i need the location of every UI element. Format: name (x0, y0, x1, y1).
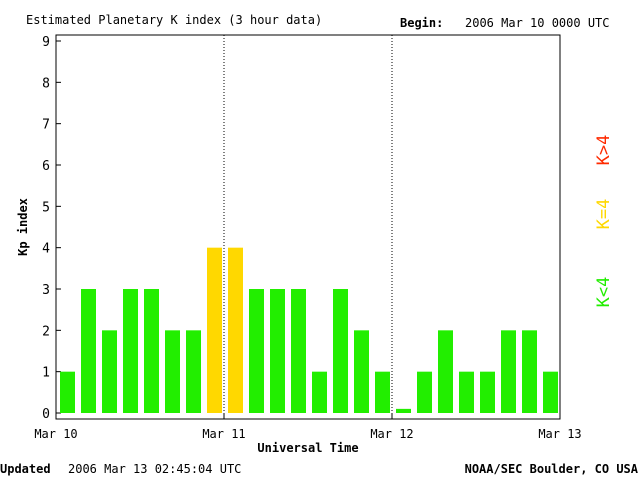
kp-bar (291, 289, 306, 413)
kp-bar (249, 289, 264, 413)
day-separators (223, 35, 393, 419)
kp-bar (354, 330, 369, 413)
y-axis-ticks: 0 1 2 3 4 5 6 7 8 9 (42, 35, 61, 422)
kp-bar (312, 371, 327, 413)
y-tick-label: 3 (42, 283, 50, 298)
kp-bar (438, 330, 453, 413)
kp-bar (543, 371, 558, 413)
kp-bar (165, 330, 180, 413)
legend-label: K=4 (594, 199, 614, 230)
updated-label: Updated (0, 462, 51, 476)
kp-bar (375, 371, 390, 413)
kp-bar (207, 247, 222, 413)
x-tick-label: Mar 13 (538, 427, 581, 441)
kp-bars (60, 247, 558, 413)
kp-bar (102, 330, 117, 413)
y-tick-label: 6 (42, 159, 50, 174)
y-tick-label: 5 (42, 200, 50, 215)
legend-label: K<4 (594, 277, 614, 308)
kp-bar (480, 371, 495, 413)
kp-bar (459, 371, 474, 413)
kp-bar (228, 247, 243, 413)
kp-bar (123, 289, 138, 413)
kp-bar (333, 289, 348, 413)
y-tick-label: 7 (42, 118, 50, 133)
kp-bar (60, 371, 75, 413)
begin-value: 2006 Mar 10 0000 UTC (465, 16, 610, 30)
kp-bar (81, 289, 96, 413)
kp-legend: K>4 K=4 K<4 (594, 135, 614, 308)
source-credit: NOAA/SEC Boulder, CO USA (465, 462, 639, 476)
kp-bar (522, 330, 537, 413)
x-tick-label: Mar 12 (370, 427, 413, 441)
y-tick-label: 1 (42, 366, 50, 381)
y-tick-label: 2 (42, 324, 50, 339)
kp-bar (270, 289, 285, 413)
chart-title: Estimated Planetary K index (3 hour data… (26, 13, 322, 27)
y-axis-label: Kp index (16, 198, 30, 256)
kp-bar (396, 408, 411, 413)
kp-bar (501, 330, 516, 413)
y-tick-label: 8 (42, 76, 50, 91)
y-tick-label: 9 (42, 35, 50, 50)
x-tick-label: Mar 10 (34, 427, 77, 441)
x-axis-label: Universal Time (257, 441, 358, 455)
updated-value: 2006 Mar 13 02:45:04 UTC (68, 462, 241, 476)
x-tick-label: Mar 11 (202, 427, 245, 441)
kp-bar (144, 289, 159, 413)
plot-frame (55, 34, 561, 420)
y-tick-label: 4 (42, 242, 50, 257)
legend-label: K>4 (594, 135, 614, 166)
kp-bar (417, 371, 432, 413)
x-axis-ticks: Mar 10 Mar 11 Mar 12 Mar 13 (34, 413, 582, 441)
kp-bar (186, 330, 201, 413)
y-tick-label: 0 (42, 407, 50, 422)
begin-label: Begin: (400, 16, 443, 30)
